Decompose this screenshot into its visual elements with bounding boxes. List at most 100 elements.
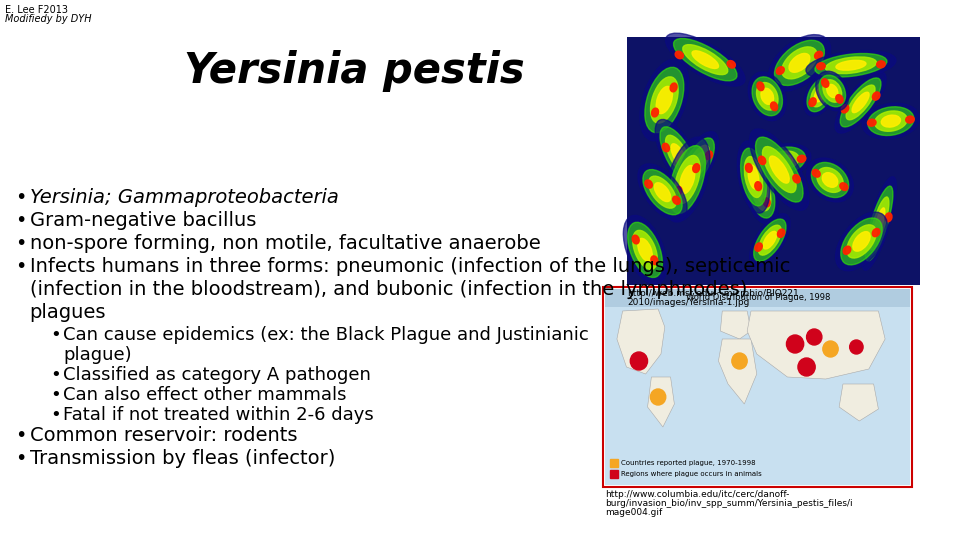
Ellipse shape xyxy=(753,179,759,188)
Ellipse shape xyxy=(768,151,799,171)
Ellipse shape xyxy=(756,83,778,110)
Ellipse shape xyxy=(690,153,705,173)
Ellipse shape xyxy=(806,158,853,202)
Circle shape xyxy=(850,340,863,354)
Ellipse shape xyxy=(822,79,828,87)
Ellipse shape xyxy=(823,173,838,187)
Ellipse shape xyxy=(873,228,879,237)
Ellipse shape xyxy=(756,137,804,202)
Ellipse shape xyxy=(683,45,728,75)
Ellipse shape xyxy=(866,225,873,234)
Ellipse shape xyxy=(664,137,709,222)
Ellipse shape xyxy=(675,51,684,59)
Ellipse shape xyxy=(692,51,718,69)
Ellipse shape xyxy=(748,72,786,120)
Bar xyxy=(628,37,920,285)
Polygon shape xyxy=(720,311,751,339)
Ellipse shape xyxy=(812,170,820,177)
Ellipse shape xyxy=(651,256,658,265)
Ellipse shape xyxy=(748,165,759,189)
Ellipse shape xyxy=(671,144,687,168)
Text: Countries reported plague, 1970-1998: Countries reported plague, 1970-1998 xyxy=(621,460,756,466)
Ellipse shape xyxy=(778,229,785,238)
Text: World Distribution of Plague, 1998: World Distribution of Plague, 1998 xyxy=(685,294,829,302)
Ellipse shape xyxy=(756,82,764,91)
Ellipse shape xyxy=(819,75,846,107)
Ellipse shape xyxy=(775,155,793,166)
Ellipse shape xyxy=(756,183,767,204)
Ellipse shape xyxy=(727,60,735,68)
Ellipse shape xyxy=(769,156,789,183)
Ellipse shape xyxy=(655,183,671,201)
Ellipse shape xyxy=(807,78,832,112)
Ellipse shape xyxy=(775,40,825,85)
Text: Classified as category A pathogen: Classified as category A pathogen xyxy=(63,366,372,384)
Polygon shape xyxy=(747,311,885,379)
Ellipse shape xyxy=(843,246,851,254)
Circle shape xyxy=(651,389,665,405)
Ellipse shape xyxy=(761,147,805,174)
Ellipse shape xyxy=(814,87,825,102)
Ellipse shape xyxy=(781,47,817,79)
Ellipse shape xyxy=(745,162,779,224)
Text: Yersinia pestis: Yersinia pestis xyxy=(184,50,525,92)
Ellipse shape xyxy=(706,151,712,160)
Ellipse shape xyxy=(752,176,771,211)
Text: •: • xyxy=(50,326,60,344)
Ellipse shape xyxy=(762,146,796,193)
Polygon shape xyxy=(718,339,756,404)
Ellipse shape xyxy=(862,177,897,270)
Polygon shape xyxy=(617,309,664,374)
Text: •: • xyxy=(15,426,27,445)
Circle shape xyxy=(786,335,804,353)
Text: •: • xyxy=(15,257,27,276)
Ellipse shape xyxy=(655,119,703,192)
Ellipse shape xyxy=(823,80,842,102)
Text: Can cause epidemics (ex: the Black Plague and Justinianic: Can cause epidemics (ex: the Black Plagu… xyxy=(63,326,589,344)
Ellipse shape xyxy=(817,63,826,70)
Ellipse shape xyxy=(876,61,885,68)
Ellipse shape xyxy=(761,88,774,104)
Ellipse shape xyxy=(763,231,777,249)
Text: Yersinia; Gammaproteobacteria: Yersinia; Gammaproteobacteria xyxy=(30,188,339,207)
Circle shape xyxy=(823,341,838,357)
Ellipse shape xyxy=(680,165,695,194)
Text: •: • xyxy=(50,386,60,404)
Ellipse shape xyxy=(806,51,896,80)
Ellipse shape xyxy=(873,92,880,100)
Ellipse shape xyxy=(869,197,889,250)
Text: Common reservoir: rodents: Common reservoir: rodents xyxy=(30,426,298,445)
Ellipse shape xyxy=(885,213,892,222)
Circle shape xyxy=(732,353,747,369)
Ellipse shape xyxy=(651,77,678,123)
Text: mage004.gif: mage004.gif xyxy=(606,508,662,517)
Ellipse shape xyxy=(628,222,662,278)
Ellipse shape xyxy=(744,157,762,198)
Ellipse shape xyxy=(868,119,876,126)
Ellipse shape xyxy=(827,84,838,98)
Ellipse shape xyxy=(665,135,692,177)
Ellipse shape xyxy=(816,71,849,111)
Polygon shape xyxy=(648,377,674,427)
Ellipse shape xyxy=(662,143,669,152)
Text: burg/invasion_bio/inv_spp_summ/Yersinia_pestis_files/i: burg/invasion_bio/inv_spp_summ/Yersinia_… xyxy=(606,499,853,508)
Ellipse shape xyxy=(875,111,907,131)
Ellipse shape xyxy=(677,132,718,194)
Bar xyxy=(611,470,618,478)
Text: http://www.columbia.edu/itc/cerc/danoff-: http://www.columbia.edu/itc/cerc/danoff- xyxy=(606,490,790,499)
Text: •: • xyxy=(50,366,60,384)
Polygon shape xyxy=(839,384,878,421)
Ellipse shape xyxy=(752,77,782,116)
Ellipse shape xyxy=(836,60,866,70)
Text: Modifiedy by DYH: Modifiedy by DYH xyxy=(5,14,91,24)
Ellipse shape xyxy=(836,94,843,103)
Ellipse shape xyxy=(841,105,849,113)
Bar xyxy=(606,289,910,307)
Ellipse shape xyxy=(840,183,848,191)
Ellipse shape xyxy=(804,73,835,116)
Ellipse shape xyxy=(811,163,849,198)
Ellipse shape xyxy=(737,141,770,213)
Ellipse shape xyxy=(685,145,709,181)
Ellipse shape xyxy=(754,219,786,261)
Ellipse shape xyxy=(847,225,876,258)
